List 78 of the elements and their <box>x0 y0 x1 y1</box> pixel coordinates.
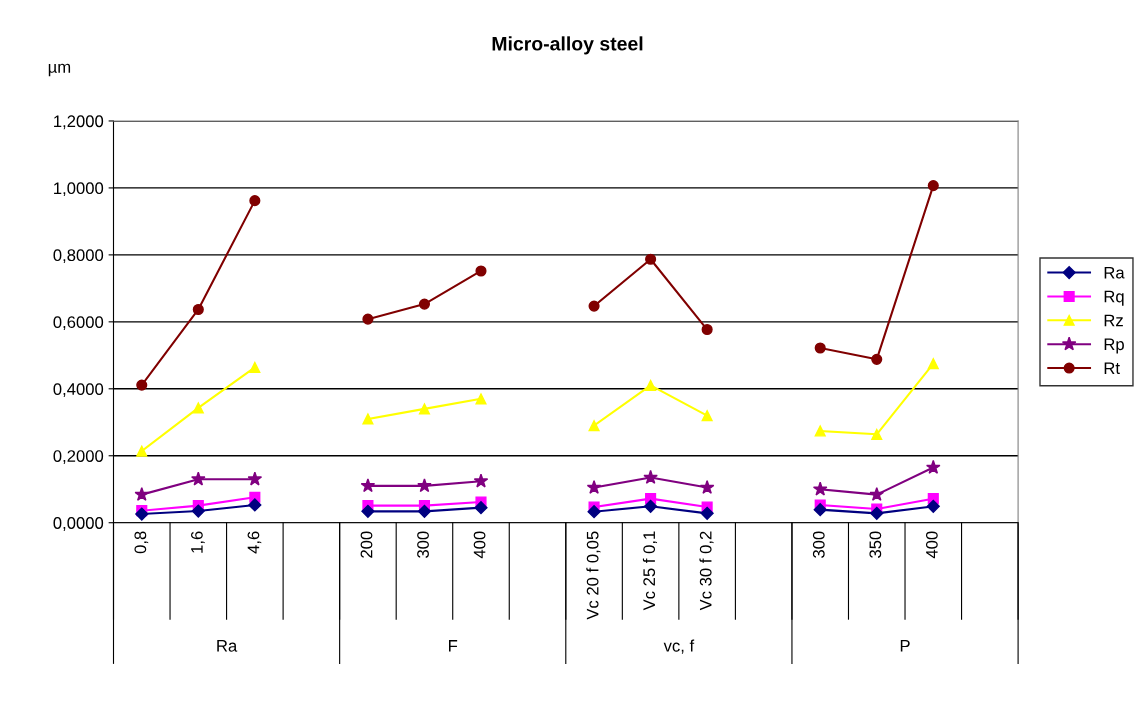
point <box>869 486 885 501</box>
point <box>813 503 827 517</box>
x-tick-label: 300 <box>417 531 429 558</box>
legend-label: Rz <box>1104 314 1123 327</box>
point <box>135 507 149 521</box>
point <box>361 504 375 518</box>
point <box>588 420 600 432</box>
point <box>812 481 828 496</box>
point <box>927 180 939 192</box>
x-tick-label: 1,6 <box>190 531 205 553</box>
point <box>588 300 600 312</box>
point <box>362 313 374 325</box>
point <box>418 298 431 310</box>
point <box>417 504 432 518</box>
point <box>192 402 204 414</box>
point <box>926 499 940 513</box>
x-tick-label: 200 <box>360 531 373 558</box>
point <box>360 478 376 493</box>
point <box>701 323 713 336</box>
x-tick-label: 0,8 <box>134 531 149 554</box>
point <box>645 379 657 392</box>
y-tick-label: 0,0000 <box>53 517 104 531</box>
x-tick-label: Vc 20 f 0,05 <box>586 531 601 620</box>
x-tick-label: 350 <box>869 531 882 558</box>
point <box>362 413 374 425</box>
x-tick-label: 400 <box>925 531 938 559</box>
point <box>191 504 205 518</box>
point <box>474 501 488 515</box>
point <box>249 361 261 373</box>
point <box>473 473 489 488</box>
point <box>871 353 883 365</box>
point <box>134 486 150 501</box>
point <box>871 428 883 440</box>
legend-label: Rt <box>1104 362 1120 375</box>
point <box>643 469 658 484</box>
point <box>248 498 262 512</box>
point <box>191 471 206 486</box>
point <box>645 253 657 265</box>
legend-label: Ra <box>1104 266 1125 279</box>
point <box>249 195 261 207</box>
point <box>644 499 658 513</box>
chart-title: Micro-alloy steel <box>492 36 643 55</box>
point <box>192 303 204 316</box>
text: F <box>449 640 458 652</box>
point <box>927 358 939 370</box>
point <box>136 445 148 457</box>
point <box>586 479 602 494</box>
point <box>814 342 826 354</box>
point <box>136 379 148 391</box>
point <box>814 425 826 437</box>
point <box>587 505 601 519</box>
y-tick-label: 1,0000 <box>54 182 104 197</box>
x-tick-label: 400 <box>473 531 486 559</box>
x-tick-label: Vc 25 f 0,1 <box>642 531 658 611</box>
x-tick-label: 4,6 <box>247 531 262 554</box>
x-tick-label: Vc 30 f 0,2 <box>699 531 714 611</box>
y-axis-title: µm <box>48 63 71 77</box>
y-tick-label: 0,8000 <box>53 249 104 264</box>
legend-label: Rp <box>1104 338 1124 354</box>
point <box>700 506 714 520</box>
y-tick-label: 0,4000 <box>53 383 104 397</box>
legend-label: Rq <box>1104 290 1124 306</box>
point <box>870 506 884 520</box>
text: Ra <box>217 640 238 652</box>
point <box>699 479 715 494</box>
point <box>475 265 487 277</box>
y-tick-label: 1,2000 <box>54 115 104 130</box>
y-tick-label: 0,6000 <box>53 316 104 331</box>
point <box>701 410 713 422</box>
text: vc, f <box>663 639 695 654</box>
point <box>925 459 941 474</box>
x-tick-label: 300 <box>812 531 825 558</box>
point <box>418 403 431 415</box>
y-tick-label: 0,2000 <box>53 450 104 464</box>
point <box>417 478 432 493</box>
point <box>247 471 263 486</box>
text: P <box>900 640 910 652</box>
point <box>475 393 487 405</box>
